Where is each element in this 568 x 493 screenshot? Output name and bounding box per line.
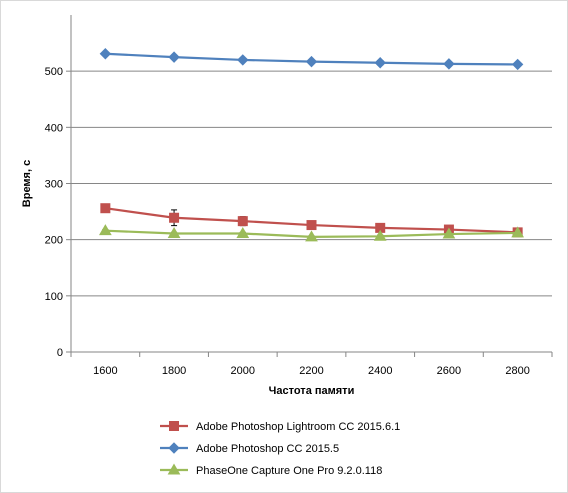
data-point [511, 58, 524, 71]
x-tick-label: 2600 [437, 365, 461, 377]
series-2 [99, 48, 524, 71]
legend: Adobe Photoshop Lightroom CC 2015.6.1 Ado… [160, 421, 400, 477]
data-point [169, 212, 180, 223]
x-tick-label: 2000 [231, 365, 255, 377]
series [98, 48, 525, 242]
legend-label: Adobe Photoshop CC 2015.5 [196, 443, 339, 455]
data-point [442, 227, 456, 239]
data-point [237, 54, 249, 66]
legend-marker [167, 463, 181, 475]
x-tick-label: 2800 [505, 365, 529, 377]
data-point [374, 57, 386, 69]
legend-label: Adobe Photoshop Lightroom CC 2015.6.1 [196, 421, 400, 433]
series-3 [98, 224, 525, 242]
data-point [443, 58, 455, 70]
y-axis-title: Время, с [21, 160, 33, 207]
y-tick-label: 100 [45, 291, 63, 303]
data-point [511, 226, 525, 238]
legend-item: Adobe Photoshop CC 2015.5 [160, 442, 339, 455]
x-tick-label: 2400 [368, 365, 392, 377]
legend-marker [168, 442, 180, 454]
tick-labels: 0 100 200 300 400 500 1600 1800 2000 2200 2400 2600… [45, 66, 530, 377]
data-point [98, 224, 112, 236]
data-point [373, 229, 387, 241]
data-point [305, 55, 318, 68]
data-point [99, 48, 112, 60]
y-tick-label: 300 [45, 179, 63, 191]
x-tick-label: 2200 [299, 365, 323, 377]
data-point [167, 226, 181, 238]
legend-label: PhaseOne Capture One Pro 9.2.0.118 [196, 465, 382, 477]
y-tick-label: 500 [45, 66, 63, 78]
data-point [100, 203, 111, 214]
x-axis-title: Частота памяти [269, 385, 355, 397]
x-tick-label: 1600 [93, 365, 117, 377]
y-tick-label: 400 [45, 122, 63, 134]
grid [71, 70, 552, 297]
axes [66, 15, 553, 357]
legend-marker [169, 421, 179, 431]
data-point [237, 216, 248, 227]
data-point [236, 226, 250, 238]
x-tick-label: 1800 [162, 365, 186, 377]
y-tick-label: 200 [45, 235, 63, 247]
data-point [305, 230, 318, 242]
legend-item: PhaseOne Capture One Pro 9.2.0.118 [160, 463, 382, 477]
data-point [168, 51, 180, 63]
y-tick-label: 0 [57, 347, 63, 359]
legend-item: Adobe Photoshop Lightroom CC 2015.6.1 [160, 421, 400, 433]
data-point [306, 220, 317, 231]
